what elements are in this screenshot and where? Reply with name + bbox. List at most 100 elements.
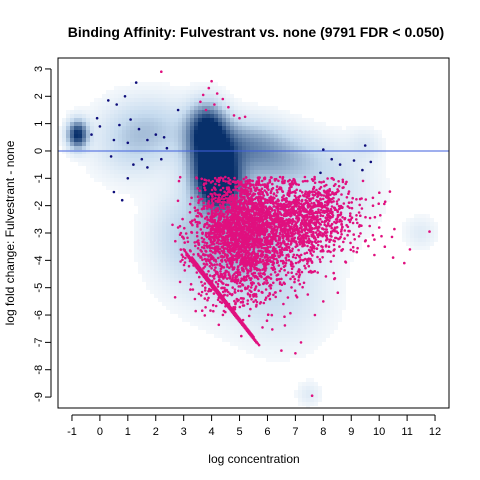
- density-cell: [198, 322, 202, 326]
- density-cell: [334, 174, 338, 178]
- density-cell: [122, 138, 126, 142]
- density-cell: [306, 158, 310, 162]
- density-cell: [242, 314, 246, 318]
- density-cell: [114, 170, 118, 174]
- density-cell: [162, 86, 166, 90]
- density-cell: [126, 114, 130, 118]
- density-cell: [194, 194, 198, 198]
- density-cell: [274, 358, 278, 362]
- density-cell: [282, 290, 286, 294]
- density-cell: [102, 146, 106, 150]
- density-cell: [150, 270, 154, 274]
- significant-point: [291, 255, 295, 259]
- density-cell: [282, 298, 286, 302]
- density-cell: [234, 262, 238, 266]
- density-cell: [158, 278, 162, 282]
- density-cell: [326, 166, 330, 170]
- density-cell: [166, 174, 170, 178]
- density-cell: [150, 86, 154, 90]
- density-cell: [306, 326, 310, 330]
- density-cell: [130, 110, 134, 114]
- density-cell: [274, 114, 278, 118]
- density-cell: [206, 286, 210, 290]
- density-cell: [250, 274, 254, 278]
- density-cell: [266, 170, 270, 174]
- density-cell: [258, 146, 262, 150]
- density-cell: [118, 110, 122, 114]
- density-cell: [270, 318, 274, 322]
- density-cell: [62, 118, 66, 122]
- density-cell: [306, 342, 310, 346]
- density-cell: [230, 118, 234, 122]
- density-cell: [166, 274, 170, 278]
- density-cell: [318, 242, 322, 246]
- density-cell: [306, 178, 310, 182]
- density-cell: [262, 154, 266, 158]
- density-cell: [174, 198, 178, 202]
- density-cell: [338, 182, 342, 186]
- density-cell: [278, 194, 282, 198]
- density-cell: [282, 278, 286, 282]
- density-cell: [202, 142, 206, 146]
- density-cell: [346, 130, 350, 134]
- density-cell: [206, 158, 210, 162]
- density-cell: [262, 346, 266, 350]
- nonsignificant-point: [176, 108, 180, 112]
- density-cell: [330, 250, 334, 254]
- density-cell: [282, 254, 286, 258]
- density-cell: [190, 242, 194, 246]
- density-cell: [238, 146, 242, 150]
- density-cell: [218, 94, 222, 98]
- density-cell: [362, 174, 366, 178]
- density-cell: [170, 218, 174, 222]
- density-cell: [210, 90, 214, 94]
- density-cell: [174, 294, 178, 298]
- density-cell: [222, 166, 226, 170]
- density-cell: [314, 326, 318, 330]
- density-cell: [178, 278, 182, 282]
- density-cell: [58, 126, 62, 130]
- density-cell: [170, 134, 174, 138]
- significant-point: [202, 262, 206, 266]
- density-cell: [138, 258, 142, 262]
- density-cell: [306, 286, 310, 290]
- density-cell: [322, 322, 326, 326]
- density-cell: [162, 154, 166, 158]
- density-cell: [166, 278, 170, 282]
- significant-point: [373, 253, 376, 257]
- density-cell: [326, 174, 330, 178]
- nonsignificant-point: [352, 159, 356, 162]
- density-cell: [314, 286, 318, 290]
- density-cell: [274, 330, 278, 334]
- significant-point: [301, 180, 305, 183]
- density-cell: [326, 262, 330, 266]
- density-cell: [90, 166, 94, 170]
- density-cell: [170, 230, 174, 234]
- density-cell: [234, 130, 238, 134]
- density-cell: [218, 138, 222, 142]
- density-cell: [266, 322, 270, 326]
- density-cell: [434, 234, 438, 238]
- density-cell: [274, 210, 278, 214]
- density-cell: [190, 150, 194, 154]
- density-cell: [78, 126, 82, 130]
- density-cell: [246, 306, 250, 310]
- density-cell: [222, 322, 226, 326]
- density-cell: [162, 186, 166, 190]
- density-cell: [354, 126, 358, 130]
- density-cell: [238, 158, 242, 162]
- density-cell: [130, 114, 134, 118]
- density-cell: [278, 262, 282, 266]
- density-cell: [146, 186, 150, 190]
- density-cell: [282, 350, 286, 354]
- density-cell: [170, 138, 174, 142]
- density-cell: [282, 310, 286, 314]
- density-cell: [242, 330, 246, 334]
- density-cell: [182, 154, 186, 158]
- significant-point: [277, 277, 281, 281]
- significant-point: [316, 271, 320, 274]
- density-cell: [242, 106, 246, 110]
- density-cell: [218, 258, 222, 262]
- density-cell: [154, 294, 158, 298]
- density-cell: [378, 210, 382, 214]
